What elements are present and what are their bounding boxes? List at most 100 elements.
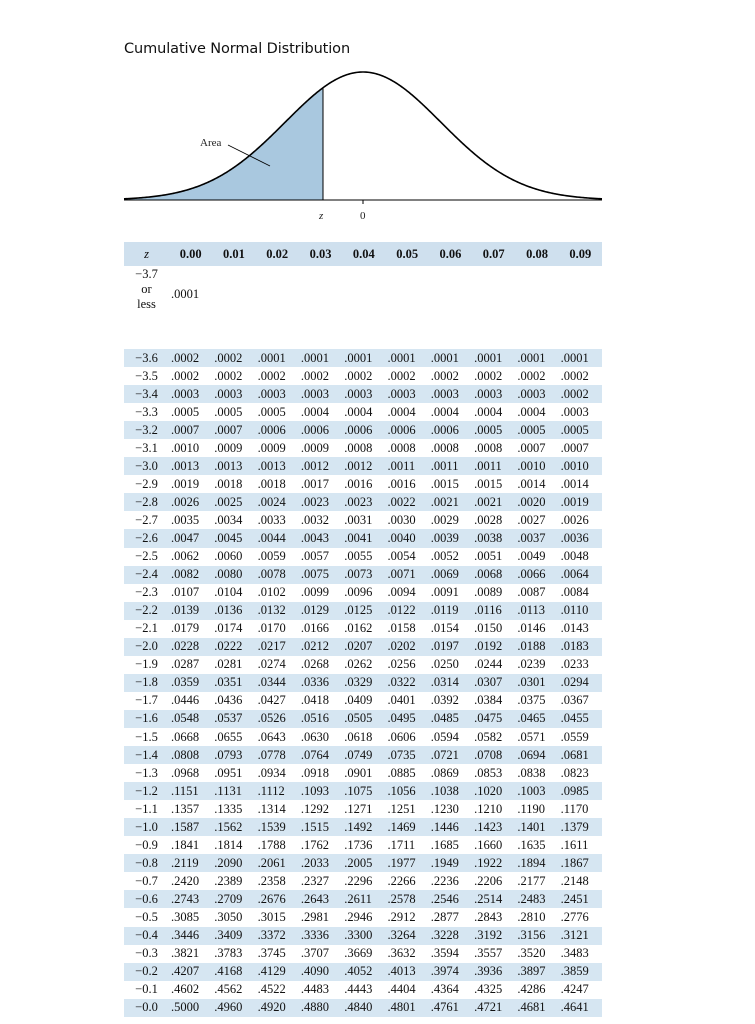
probability-cell: .3050 xyxy=(214,909,243,924)
probability-cell: .4641 xyxy=(560,1000,589,1015)
z-cell: −0.4 xyxy=(135,928,158,943)
probability-cell: .1587 xyxy=(171,819,200,834)
probability-cell: .1093 xyxy=(300,783,330,798)
probability-cell: .0367 xyxy=(560,693,589,708)
probability-cell: .2236 xyxy=(430,873,459,888)
probability-cell: .3409 xyxy=(214,928,243,943)
probability-cell: .0885 xyxy=(387,765,416,780)
probability-cell: .1314 xyxy=(257,801,286,816)
probability-cell: .0250 xyxy=(430,657,459,672)
probability-cell: .0013 xyxy=(214,458,243,473)
probability-cell: .2743 xyxy=(171,891,200,906)
table-row: −3.5 .0002 .0002 .0002 .0002 .0002 .0002 .0002.… xyxy=(124,367,602,386)
probability-cell: .4168 xyxy=(214,964,243,979)
probability-cell: .0455 xyxy=(560,711,589,726)
probability-cell: .0003 xyxy=(560,404,589,419)
probability-cell: .0384 xyxy=(474,693,503,708)
probability-cell: .0005 xyxy=(560,422,589,437)
probability-cell: .1562 xyxy=(214,819,243,834)
probability-cell: .0007 xyxy=(560,440,589,455)
probability-cell: .0934 xyxy=(257,765,286,780)
probability-cell: .0060 xyxy=(214,549,243,564)
z-cell: −1.6 xyxy=(135,711,158,726)
probability-cell: .4721 xyxy=(474,1000,503,1015)
probability-cell: .0006 xyxy=(430,422,459,437)
table-row: −2.5 .0062 .0060 .0059 .0057 .0055 .0054 .0052.… xyxy=(124,547,602,566)
table-row: −0.0 .5000 .4960 .4920 .4880 .4840 .4801 .4761.… xyxy=(124,998,602,1017)
probability-cell: .0003 xyxy=(344,386,373,401)
probability-cell: .0002 xyxy=(560,368,589,383)
probability-cell: .1357 xyxy=(171,801,200,816)
probability-cell: .0006 xyxy=(257,422,286,437)
probability-cell: .0001 xyxy=(171,287,200,301)
probability-cell: .0392 xyxy=(430,693,459,708)
probability-cell: .0294 xyxy=(560,675,589,690)
area-label: Area xyxy=(200,137,221,149)
probability-cell: .0336 xyxy=(300,675,330,690)
probability-cell: .2327 xyxy=(300,873,330,888)
probability-cell: .0003 xyxy=(257,386,286,401)
probability-cell: .0344 xyxy=(257,675,286,690)
probability-cell: .0052 xyxy=(430,549,459,564)
probability-cell: .1251 xyxy=(387,801,416,816)
probability-cell: .0314 xyxy=(430,675,459,690)
probability-cell: .0099 xyxy=(300,585,330,600)
probability-cell: .1469 xyxy=(387,819,416,834)
probability-cell: .0003 xyxy=(214,386,243,401)
probability-cell: .0054 xyxy=(387,549,416,564)
column-header: 0.08 xyxy=(526,246,548,261)
z-cell: −3.2 xyxy=(135,422,158,437)
probability-cell: .3859 xyxy=(560,964,589,979)
probability-cell: .0618 xyxy=(344,729,373,744)
probability-cell: .1814 xyxy=(214,837,243,852)
z-cell: −1.4 xyxy=(135,747,158,762)
probability-cell: .0043 xyxy=(300,530,330,545)
probability-cell: .2296 xyxy=(344,873,373,888)
probability-cell: .1949 xyxy=(430,855,459,870)
column-header: 0.00 xyxy=(179,246,202,261)
probability-cell: .0110 xyxy=(560,603,589,618)
probability-cell: .0066 xyxy=(517,567,546,582)
probability-cell: .0003 xyxy=(430,386,459,401)
probability-cell: .0107 xyxy=(171,585,200,600)
probability-cell: .3557 xyxy=(474,946,503,961)
cumulative-normal-table: z 0.00 0.01 0.02 0.03 0.04 0.05 0.06 0.0… xyxy=(124,242,602,1017)
probability-cell: .0032 xyxy=(300,512,330,527)
probability-cell: .1446 xyxy=(430,819,459,834)
probability-cell: .0014 xyxy=(517,476,546,491)
column-header: 0.09 xyxy=(569,246,592,261)
probability-cell: .0023 xyxy=(300,494,330,509)
probability-cell: .4404 xyxy=(387,982,416,997)
z-cell: −2.4 xyxy=(135,567,158,582)
probability-cell: .0268 xyxy=(300,657,330,672)
probability-cell: .1922 xyxy=(474,855,503,870)
probability-cell: .0150 xyxy=(474,621,503,636)
probability-cell: .0281 xyxy=(214,657,243,672)
probability-cell: .0202 xyxy=(387,639,416,654)
table-header-row: z 0.00 0.01 0.02 0.03 0.04 0.05 0.06 0.0… xyxy=(124,242,602,266)
normal-curve-figure: Area z 0 xyxy=(123,71,603,222)
probability-cell: .1515 xyxy=(300,819,330,834)
probability-cell: .0069 xyxy=(430,567,459,582)
z-cell: −0.9 xyxy=(135,837,158,852)
table-row: −3.1 .0010 .0009 .0009 .0009 .0008 .0008 .0008.… xyxy=(124,439,602,458)
z-cell: −3.7 or less xyxy=(124,266,169,343)
probability-cell: .1539 xyxy=(257,819,286,834)
column-header: 0.02 xyxy=(266,246,289,261)
probability-cell: .0119 xyxy=(430,603,459,618)
probability-cell: .2033 xyxy=(300,855,330,870)
table-row: −0.3 .3821 .3783 .3745 .3707 .3669 .3632 .3594.… xyxy=(124,944,602,963)
probability-cell: .0078 xyxy=(257,567,286,582)
probability-cell: .0015 xyxy=(474,476,503,491)
probability-cell: .0003 xyxy=(300,386,330,401)
probability-cell: .1112 xyxy=(257,783,285,798)
probability-cell: .2177 xyxy=(517,873,546,888)
z-cell: −0.7 xyxy=(135,873,158,888)
probability-cell: .0003 xyxy=(474,386,503,401)
probability-cell: .1020 xyxy=(474,783,503,798)
probability-cell: .0001 xyxy=(430,350,459,365)
area-leader-line xyxy=(227,144,271,167)
probability-cell: .0009 xyxy=(257,440,286,455)
table-row: −1.7 .0446 .0436 .0427 .0418 .0409 .0401 .0392.… xyxy=(124,691,602,710)
probability-cell: .0080 xyxy=(214,567,243,582)
